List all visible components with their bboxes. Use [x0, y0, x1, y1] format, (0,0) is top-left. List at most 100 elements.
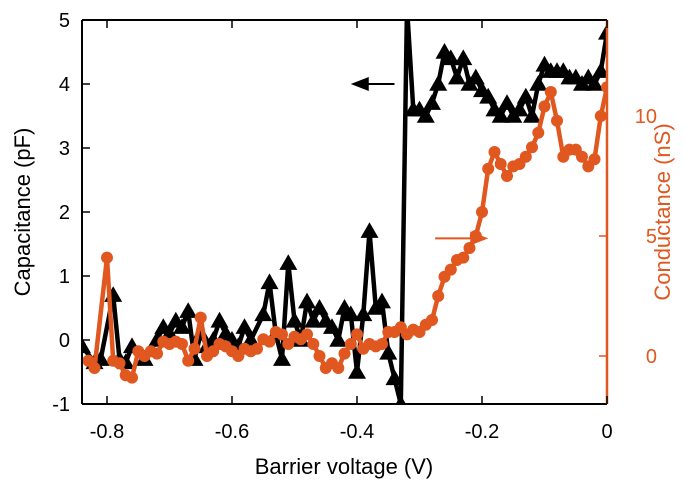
- capacitance-point: [591, 62, 607, 78]
- conductance-point: [251, 342, 263, 355]
- capacitance-point: [304, 311, 323, 328]
- conductance-point: [482, 162, 495, 175]
- capacitance-point: [479, 87, 498, 104]
- y-left-tick-label: -1: [52, 394, 70, 416]
- capacitance-point: [585, 75, 604, 91]
- capacitance-point: [510, 100, 529, 117]
- capacitance-point: [254, 305, 273, 322]
- y-right-tick-label: 5: [646, 226, 657, 248]
- capacitance-point: [398, 0, 416, 14]
- conductance-point: [544, 86, 557, 98]
- conductance-point: [351, 328, 363, 341]
- x-tick-label: -0.4: [340, 421, 374, 443]
- capacitance-point: [329, 331, 348, 347]
- y-axis-right-label: Conductance (nS): [650, 123, 675, 300]
- conductance-point: [576, 150, 588, 163]
- conductance-point: [532, 126, 545, 139]
- capacitance-point: [298, 292, 316, 309]
- conductance-point: [338, 347, 351, 360]
- conductance-point: [263, 335, 276, 348]
- conductance-point: [526, 141, 538, 154]
- conductance-point: [588, 153, 601, 166]
- conductance-point: [426, 314, 438, 326]
- capacitance-point: [454, 49, 473, 66]
- capacitance-point: [273, 350, 291, 366]
- conductance-point: [188, 342, 201, 355]
- y-left-tick-label: 4: [59, 74, 70, 96]
- capacitance-point: [395, 395, 406, 404]
- conductance-point: [88, 362, 101, 374]
- capacitance-point: [323, 318, 341, 334]
- conductance-point: [494, 158, 507, 170]
- tick-layer: -0.8 -0.6 -0.4 -0.2 0 -1 0 1 2 3 4 5 0 5 10: [52, 10, 657, 443]
- x-tick-label: 0: [601, 421, 612, 443]
- capacitance-point: [523, 107, 541, 123]
- conductance-point: [126, 371, 138, 384]
- y-right-tick-label: 0: [646, 346, 657, 368]
- y-right-tick-label: 10: [635, 106, 657, 128]
- conductance-point: [488, 146, 501, 158]
- conductance-point: [182, 354, 195, 367]
- conductance-point: [176, 338, 188, 350]
- y-left-tick-label: 1: [59, 266, 70, 288]
- capacitance-point: [279, 254, 298, 270]
- capacitance-point: [310, 299, 329, 315]
- conductance-point: [476, 206, 488, 218]
- capacitance-point: [173, 318, 191, 334]
- y-left-tick-label: 2: [59, 202, 70, 224]
- capacitance-point: [210, 311, 229, 328]
- conductance-arrow-head: [470, 231, 489, 246]
- conductance-point: [538, 100, 551, 113]
- capacitance-point: [466, 68, 485, 85]
- conductance-point: [519, 150, 532, 163]
- conductance-point: [457, 251, 470, 264]
- capacitance-point: [529, 75, 548, 91]
- conductance-point: [444, 263, 457, 276]
- capacitance-point: [179, 302, 198, 318]
- x-tick-label: -0.8: [90, 421, 124, 443]
- capacitance-point: [260, 273, 279, 290]
- conductance-point: [276, 328, 288, 341]
- conductance-point: [501, 170, 513, 182]
- x-tick-label: -0.2: [465, 421, 499, 443]
- conductance-point: [332, 362, 345, 374]
- y-axis-left-label: Capacitance (pF): [10, 128, 35, 297]
- conductance-point: [463, 242, 476, 254]
- conductance-point: [601, 81, 607, 94]
- conductance-point: [113, 357, 126, 370]
- capacitance-point: [348, 363, 366, 379]
- capacitance-point: [598, 23, 607, 40]
- conductance-point: [151, 347, 163, 360]
- x-axis-label: Barrier voltage (V): [255, 454, 434, 479]
- conductance-point: [551, 114, 563, 127]
- capacitance-point: [441, 49, 460, 66]
- capacitance-point: [341, 305, 360, 322]
- capacitance-point: [285, 311, 304, 328]
- capacitance-point: [373, 292, 391, 309]
- capacitance-point: [235, 318, 254, 334]
- capacitance-point: [360, 222, 379, 238]
- capacitance-point: [448, 68, 466, 85]
- series-layer: [82, 0, 607, 404]
- capacitance-point: [354, 305, 373, 322]
- capacitance-point: [423, 94, 441, 110]
- conductance-point: [376, 338, 388, 350]
- y-left-tick-label: 0: [59, 330, 70, 352]
- capacitance-point: [498, 94, 516, 110]
- y-left-tick-label: 5: [59, 10, 70, 32]
- annotation-layer: [350, 77, 489, 246]
- conductance-point: [344, 338, 357, 350]
- capacitance-point: [516, 87, 535, 104]
- conductance-point: [432, 290, 445, 302]
- capacitance-point: [82, 337, 91, 354]
- capacitance-point: [491, 107, 510, 123]
- conductance-point: [313, 350, 326, 362]
- capacitance-arrow-head: [350, 77, 369, 91]
- capacitance-point: [379, 343, 398, 360]
- conductance-point: [101, 251, 113, 264]
- conductance-point: [301, 328, 313, 341]
- y-left-tick-label: 3: [59, 138, 70, 160]
- capacitance-point: [385, 369, 404, 386]
- capacitance-point: [416, 107, 435, 123]
